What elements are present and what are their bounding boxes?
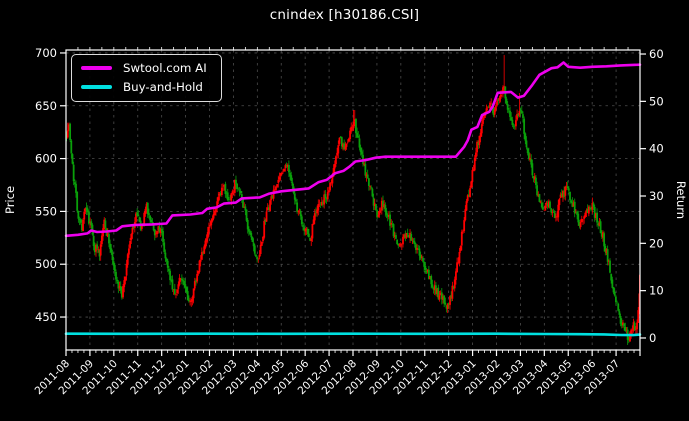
legend: Swtool.com AI Buy-and-Hold <box>71 54 222 102</box>
price-tick-label: 600 <box>35 152 57 166</box>
return-tick-label: 10 <box>649 284 664 298</box>
price-tick-label: 650 <box>35 99 57 113</box>
grid-layer <box>66 50 640 350</box>
legend-label: Buy-and-Hold <box>123 80 203 94</box>
return-tick-label: 50 <box>649 94 664 108</box>
return-tick-label: 0 <box>649 331 656 345</box>
price-tick-label: 500 <box>35 257 57 271</box>
legend-line-sample <box>81 66 112 70</box>
series-line-buy-and-hold <box>64 332 642 337</box>
legend-line-sample <box>81 85 112 89</box>
return-axis-label: Return <box>674 181 688 219</box>
legend-label: Swtool.com AI <box>123 61 207 75</box>
price-tick-label: 550 <box>35 204 57 218</box>
return-tick-label: 30 <box>649 189 664 203</box>
series-line-swtool-com-ai <box>64 61 642 238</box>
return-tick-label: 40 <box>649 142 664 156</box>
chart-title: cnindex [h30186.CSI] <box>269 7 420 23</box>
return-tick-label: 20 <box>649 236 664 250</box>
legend-item: Swtool.com AI <box>81 61 207 75</box>
return-tick-label: 60 <box>649 47 664 61</box>
line-series-layer <box>64 61 642 337</box>
price-tick-label: 450 <box>35 310 57 324</box>
price-axis-label: Price <box>3 186 17 214</box>
price-tick-label: 700 <box>35 46 57 60</box>
legend-item: Buy-and-Hold <box>81 80 207 94</box>
